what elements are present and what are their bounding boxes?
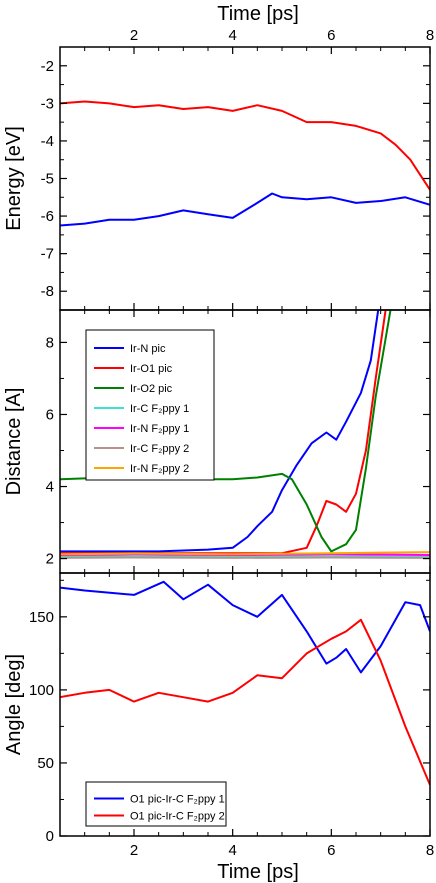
- angle-panel: 2 4 6 8 0 50 100 150 Angle [deg] O1 pic-Ir-C F₂pp…: [3, 572, 434, 859]
- x-tick-label: 8: [426, 842, 434, 859]
- legend-label: Ir-N F₂ppy 2: [130, 463, 189, 475]
- legend-label: Ir-C F₂ppy 2: [130, 443, 189, 455]
- series-line-7: [60, 551, 430, 556]
- legend-box: [85, 781, 227, 827]
- x-tick-label-top: 4: [228, 27, 236, 44]
- legend-box: [85, 329, 215, 481]
- legend: Ir-N pic Ir-O1 pic Ir-O2 pic Ir-C F₂ppy 1 Ir…: [85, 329, 215, 481]
- legend-label: O1 pic-Ir-C F₂ppy 2: [130, 811, 225, 823]
- legend-label: Ir-O1 pic: [130, 363, 173, 375]
- x-tick-label-top: 6: [327, 27, 335, 44]
- legend-label: Ir-N pic: [130, 343, 166, 355]
- plot-frame: [59, 572, 431, 837]
- x-tick-label-top: 2: [130, 27, 138, 44]
- series-line-2: [60, 618, 430, 786]
- y-tick-label: -7: [41, 246, 54, 263]
- y-tick-label: -2: [41, 58, 54, 75]
- series-line-1: [60, 310, 380, 553]
- y-tick-label: -4: [41, 133, 54, 150]
- y-axis-label: Energy [eV]: [3, 126, 25, 231]
- y-tick-label: -3: [41, 95, 54, 112]
- plot-frame: [59, 46, 431, 311]
- legend-label: Ir-N F₂ppy 1: [130, 423, 189, 435]
- legend-label: O1 pic-Ir-C F₂ppy 1: [130, 794, 225, 806]
- y-tick-label: 0: [46, 828, 54, 845]
- y-tick-label: 2: [46, 551, 54, 568]
- y-tick-label: 4: [46, 479, 54, 496]
- bottom-xlabel: Time [ps]: [217, 861, 299, 883]
- y-axis-label: Distance [A]: [3, 388, 25, 496]
- top-xlabel: Time [ps]: [217, 3, 299, 25]
- x-tick-label-top: 8: [426, 27, 434, 44]
- series-line-1: [60, 580, 430, 674]
- y-tick-label: 6: [46, 406, 54, 423]
- y-tick-label: 150: [29, 609, 54, 626]
- y-axis-label: Angle [deg]: [3, 654, 25, 755]
- series-line-1: [60, 100, 430, 191]
- legend-label: Ir-O2 pic: [130, 383, 173, 395]
- legend: O1 pic-Ir-C F₂ppy 1 O1 pic-Ir-C F₂ppy 2: [85, 781, 227, 827]
- x-tick-label: 6: [327, 842, 335, 859]
- distance-panel: 2 4 6 8 Distance [A] Ir-N pic Ir-O1 pic Ir-O2 p…: [3, 309, 431, 574]
- x-tick-label: 2: [130, 842, 138, 859]
- y-tick-label: 8: [46, 334, 54, 351]
- x-tick-label: 4: [228, 842, 236, 859]
- y-tick-label: -6: [41, 208, 54, 225]
- series-line-2: [60, 192, 430, 227]
- y-tick-label: -8: [41, 283, 54, 300]
- legend-label: Ir-C F₂ppy 1: [130, 403, 189, 415]
- y-tick-label: 100: [29, 682, 54, 699]
- y-tick-label: 50: [37, 755, 54, 772]
- y-tick-label: -5: [41, 171, 54, 188]
- energy-panel: 2 4 6 8 -8 -7 -6 -5 -4 -3 -2 Energy [eV]: [3, 27, 434, 311]
